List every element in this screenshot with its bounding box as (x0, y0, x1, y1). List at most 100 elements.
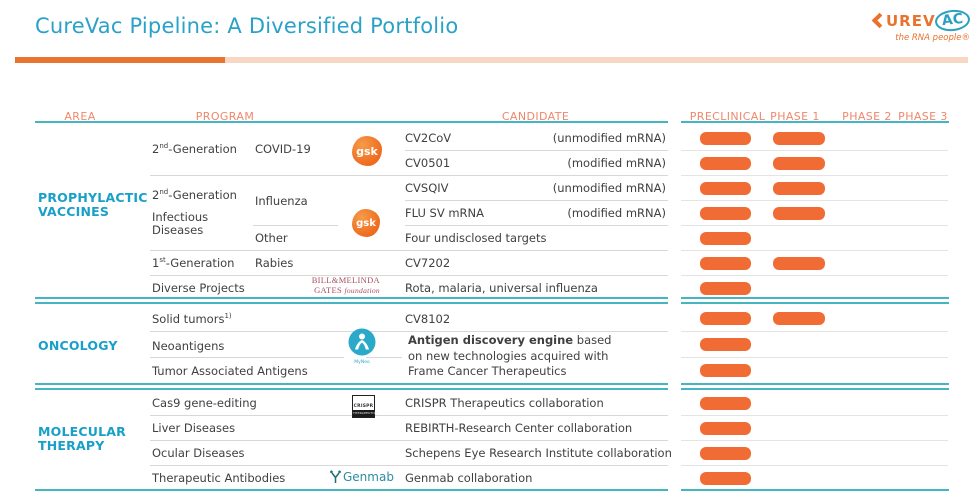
accent-bar-light (225, 57, 968, 63)
phase-bar-preclinical (700, 181, 751, 195)
section-divider (681, 297, 949, 299)
phase-bar-preclinical (700, 446, 751, 460)
phase-row-divider (681, 175, 948, 176)
page-title: CureVac Pipeline: A Diversified Portfoli… (35, 14, 459, 38)
section-divider (35, 383, 668, 385)
phase-track (680, 465, 950, 490)
gsk-logo: gsk (352, 209, 380, 237)
phase-bar-preclinical (700, 338, 751, 351)
candidate-name: FLU SV mRNA (405, 206, 485, 220)
phase-bar-preclinical (700, 312, 751, 325)
program-infectious: Infectious (152, 210, 209, 224)
phase-row-divider (681, 415, 948, 416)
description-rest: based (573, 333, 612, 347)
phase-bar-preclinical (700, 231, 751, 245)
candidate-name: CV8102 (405, 312, 451, 326)
candidate-name: Rota, malaria, universal influenza (405, 281, 598, 295)
header-rule-left (35, 121, 668, 123)
myneo-icon (348, 328, 376, 356)
phase-bar-preclinical (700, 471, 751, 485)
candidate-name: CRISPR Therapeutics collaboration (405, 396, 604, 410)
description-bold: Antigen discovery engine (408, 333, 574, 347)
candidate-cell: Four undisclosed targets (405, 231, 666, 245)
row-divider (150, 275, 668, 276)
column-header-preclinical: PRECLINICAL (689, 110, 766, 123)
program-text: -Generation (168, 188, 237, 202)
candidate-name: Genmab collaboration (405, 471, 533, 485)
candidate-name: CVSQIV (405, 181, 449, 195)
bottom-rule-left (35, 489, 668, 491)
program-diseases: Diseases (152, 223, 204, 237)
phase-bar-phase1 (773, 206, 825, 220)
candidate-qualifier: (unmodified mRNA) (552, 181, 666, 195)
phase-track (680, 331, 950, 357)
genmab-antibody-icon (330, 470, 341, 483)
curevac-logo-oval: AC (933, 8, 971, 33)
program-text: 2 (152, 142, 160, 156)
section-divider (681, 383, 949, 385)
area-label-therapy: THERAPY (38, 438, 105, 453)
gates-logo-gates: GATES (314, 285, 343, 295)
phase-bar-phase1 (773, 181, 825, 195)
program-text: Solid tumors (152, 312, 225, 326)
phase-row-divider (681, 200, 948, 201)
column-header-program: PROGRAM (195, 110, 255, 123)
phase-track (680, 150, 950, 175)
subprogram-other: Other (255, 231, 288, 245)
column-header-phase2: PHASE 2 (842, 110, 892, 123)
phase-track (680, 415, 950, 440)
phase-bar-preclinical (700, 421, 751, 435)
candidate-cell: CRISPR Therapeutics collaboration (405, 396, 666, 410)
connector-dash (366, 357, 402, 358)
phase-bar-phase1 (773, 156, 825, 170)
subprogram-influenza: Influenza (255, 194, 308, 208)
candidate-name: CV2CoV (405, 131, 452, 145)
subprogram-divider (253, 225, 338, 226)
gates-logo-foundation: foundation (344, 286, 380, 295)
column-header-phase1: PHASE 1 (770, 110, 820, 123)
area-label-molecular: MOLECULAR (38, 424, 126, 439)
phase-row-divider (681, 465, 948, 466)
myneo-logo-text: MyNeo (354, 360, 370, 365)
candidate-cell: REBIRTH-Research Center collaboration (405, 421, 666, 435)
phase-row-divider (681, 225, 948, 226)
curevac-logo: UREV AC the RNA people® (871, 8, 971, 43)
phase-row-divider (681, 357, 948, 358)
program-text: -Generation (168, 142, 237, 156)
row-divider (150, 331, 668, 332)
program-2nd-generation-infectious: 2nd-Generation (152, 188, 237, 202)
phase-bar-preclinical (700, 281, 751, 295)
row-divider (150, 440, 668, 441)
row-divider (405, 225, 668, 226)
phase-row-divider (681, 250, 948, 251)
area-label-vaccines: VACCINES (38, 204, 110, 219)
phase-track (680, 440, 950, 465)
program-text: 2 (152, 188, 160, 202)
phase-bar-preclinical (700, 396, 751, 410)
program-rabies: Rabies (255, 256, 294, 270)
phase-track (680, 175, 950, 200)
phase-bar-phase1 (773, 131, 825, 145)
program-liver-diseases: Liver Diseases (152, 421, 236, 435)
program-covid19: COVID-19 (255, 142, 311, 156)
crispr-logo-subtext: THERAPEUTICS (353, 410, 379, 417)
phase-bar-preclinical (700, 364, 751, 377)
column-header-area: AREA (64, 110, 96, 123)
candidate-cell: Genmab collaboration (405, 471, 666, 485)
column-header-phase3: PHASE 3 (898, 110, 948, 123)
candidate-name: Schepens Eye Research Institute collabor… (405, 446, 672, 460)
gates-foundation-logo: BILL&MELINDA GATES foundation (306, 275, 380, 296)
phase-track (680, 275, 950, 300)
phase-track (680, 250, 950, 275)
crispr-therapeutics-logo: CRISPR THERAPEUTICS (352, 395, 379, 418)
phase-track (680, 125, 950, 150)
candidate-name: Four undisclosed targets (405, 231, 547, 245)
genmab-logo-text: Genmab (343, 470, 394, 484)
row-divider (150, 357, 344, 358)
candidate-cell: CVSQIV (unmodified mRNA) (405, 181, 666, 195)
program-1st-generation: 1st-Generation (152, 256, 234, 270)
program-2nd-generation: 2nd-Generation (152, 142, 237, 156)
program-neoantigens: Neoantigens (152, 339, 225, 353)
gates-logo-line2: GATES foundation (306, 285, 380, 296)
program-text: -Generation (165, 256, 235, 270)
